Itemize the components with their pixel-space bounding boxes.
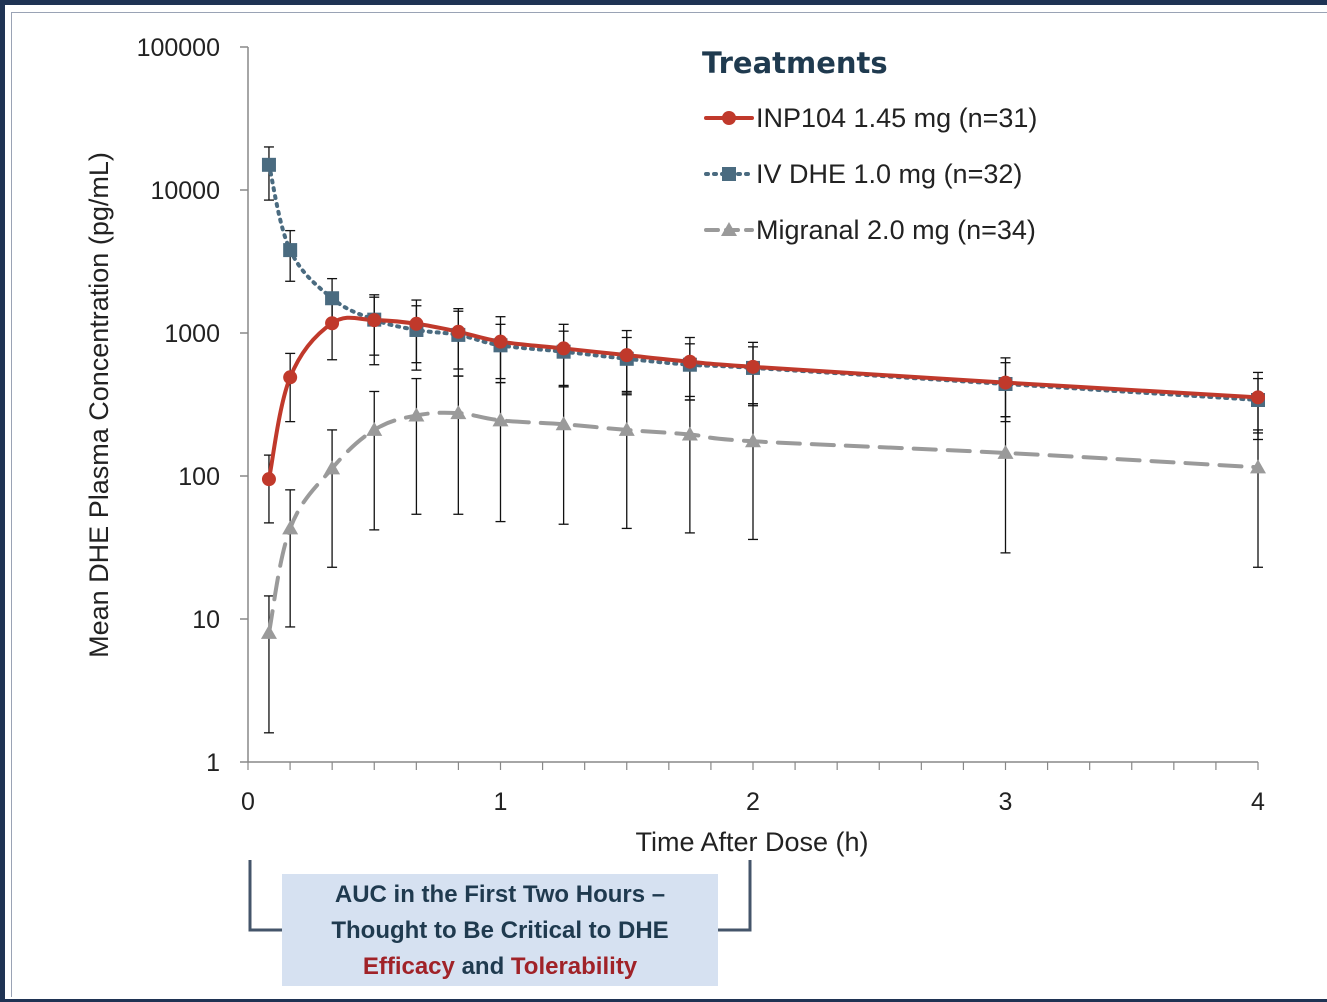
data-point-0 [325,316,340,331]
data-point-1 [325,291,340,306]
data-point-2 [408,407,425,422]
legend-label-1: IV DHE 1.0 mg (n=32) [756,159,1022,189]
legend-title: Treatments [702,46,888,80]
data-point-0 [261,472,276,487]
y-tick-label: 10000 [150,177,220,205]
y-tick-label: 10 [192,606,220,634]
auc-line-2: Thought to Be Critical to DHE [331,917,669,944]
data-point-0 [619,348,634,363]
data-point-1 [261,157,276,172]
data-point-0 [556,341,571,356]
series-line-2 [266,410,1260,635]
x-tick-label: 1 [494,788,508,816]
legend-label-0: INP104 1.45 mg (n=31) [756,103,1037,133]
y-axis-title: Mean DHE Plasma Concentration (pg/mL) [84,152,114,658]
legend-swatch-marker-0 [722,111,736,125]
data-point-2 [555,416,572,431]
series-line-0 [266,315,1260,482]
data-point-2 [450,405,467,420]
data-point-2 [282,520,299,535]
legend-swatch-marker-2 [721,222,737,236]
chart-panel [11,12,1327,997]
data-point-2 [618,421,635,436]
data-point-0 [367,313,382,328]
data-point-2 [366,421,383,436]
data-point-2 [1250,459,1266,474]
legend-label-2: Migranal 2.0 mg (n=34) [756,215,1036,245]
data-point-2 [997,444,1014,459]
auc-line-3: Efficacy and Tolerability [282,949,718,985]
y-tick-label: 100 [178,463,220,491]
auc-word-tolerability: Tolerability [510,953,638,980]
data-point-0 [998,375,1013,390]
y-tick-label: 1000 [164,320,220,348]
auc-line-1: AUC in the First Two Hours – [334,881,666,908]
data-point-0 [1251,390,1265,405]
data-point-2 [260,624,277,639]
x-axis-title: Time After Dose (h) [635,827,868,857]
auc-word-and: and [461,953,505,980]
data-point-0 [746,359,760,374]
data-point-0 [451,324,466,339]
data-point-1 [283,243,298,258]
data-point-2 [324,460,341,475]
x-tick-label: 0 [241,788,255,816]
legend-swatch-marker-1 [722,167,736,181]
x-tick-label: 2 [746,788,760,816]
x-tick-label: 3 [999,788,1013,816]
auc-bracket [248,860,752,932]
legend: Treatments INP104 1.45 mg (n=31) IV DHE 1… [702,46,1037,245]
error-bars [263,146,1263,734]
auc-annotation: AUC in the First Two Hours – Thought to … [282,874,718,986]
y-tick-label: 100000 [137,34,220,62]
data-point-0 [493,334,508,349]
data-point-0 [283,370,298,385]
data-point-2 [681,426,698,441]
data-point-2 [745,433,761,448]
data-point-0 [409,316,424,331]
series-line-1 [266,162,1260,402]
y-tick-label: 1 [206,749,220,777]
data-point-2 [492,412,509,427]
x-tick-label: 4 [1251,788,1265,816]
auc-word-efficacy: Efficacy [362,953,455,980]
bracket-left [248,860,282,932]
bracket-right [718,860,752,932]
series-markers [260,157,1266,639]
data-point-0 [682,354,697,369]
